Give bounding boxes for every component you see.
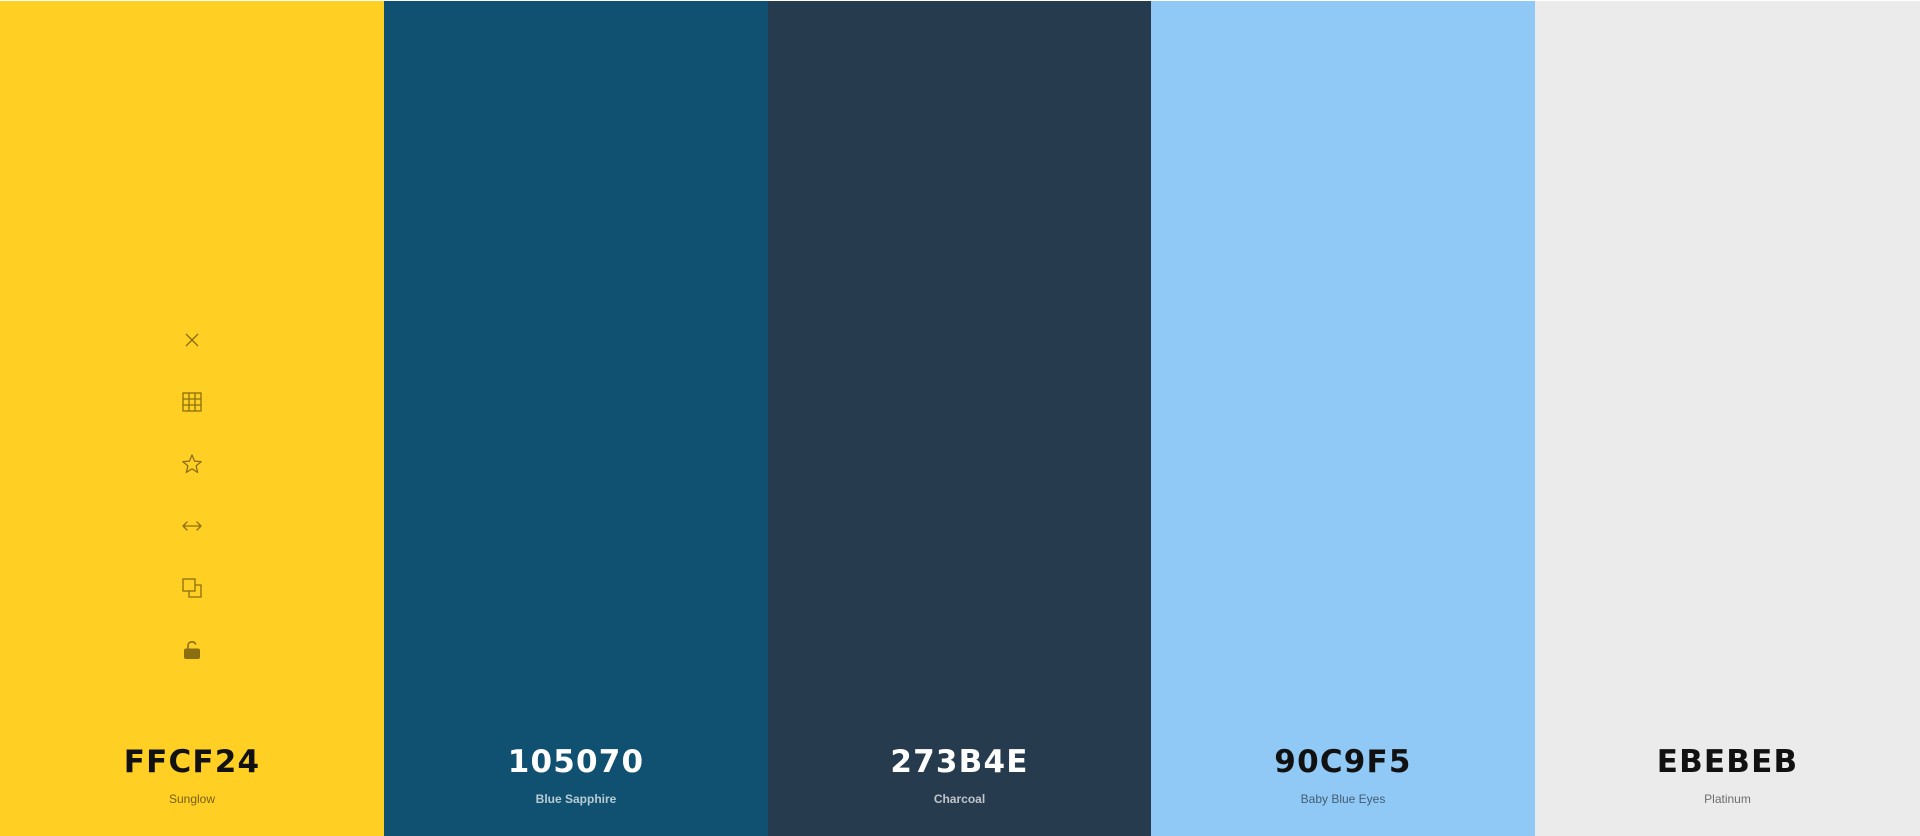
view-shades-button[interactable]: [175, 385, 209, 419]
color-hex-code[interactable]: EBEBEB: [1656, 744, 1799, 780]
drag-horizontal-icon: [182, 521, 202, 531]
color-swatch-4[interactable]: 90C9F5 Baby Blue Eyes: [1151, 1, 1535, 836]
drag-handle[interactable]: [175, 509, 209, 543]
color-hex-code[interactable]: 273B4E: [890, 744, 1029, 780]
lock-toggle-button[interactable]: [175, 633, 209, 667]
star-icon: [182, 454, 202, 474]
copy-icon: [182, 578, 202, 598]
grid-icon: [182, 392, 202, 412]
color-hex-code[interactable]: FFCF24: [123, 744, 261, 780]
close-icon: [185, 333, 199, 347]
color-swatch-2[interactable]: 105070 Blue Sapphire: [384, 1, 768, 836]
color-swatch-1[interactable]: FFCF24 Sunglow: [0, 1, 384, 836]
color-hex-code[interactable]: 90C9F5: [1274, 744, 1412, 780]
color-name: Baby Blue Eyes: [1300, 792, 1386, 806]
color-name: Sunglow: [168, 792, 216, 806]
swatch-toolbar: [175, 323, 209, 695]
color-swatch-5[interactable]: EBEBEB Platinum: [1535, 1, 1920, 836]
color-name: Charcoal: [933, 792, 986, 806]
unlock-icon: [184, 640, 200, 659]
save-color-button[interactable]: [175, 447, 209, 481]
color-hex-code[interactable]: 105070: [507, 744, 645, 780]
color-name: Blue Sapphire: [535, 792, 617, 806]
remove-color-button[interactable]: [175, 323, 209, 357]
color-swatch-3[interactable]: 273B4E Charcoal: [768, 1, 1151, 836]
copy-hex-button[interactable]: [175, 571, 209, 605]
color-name: Platinum: [1704, 792, 1751, 806]
